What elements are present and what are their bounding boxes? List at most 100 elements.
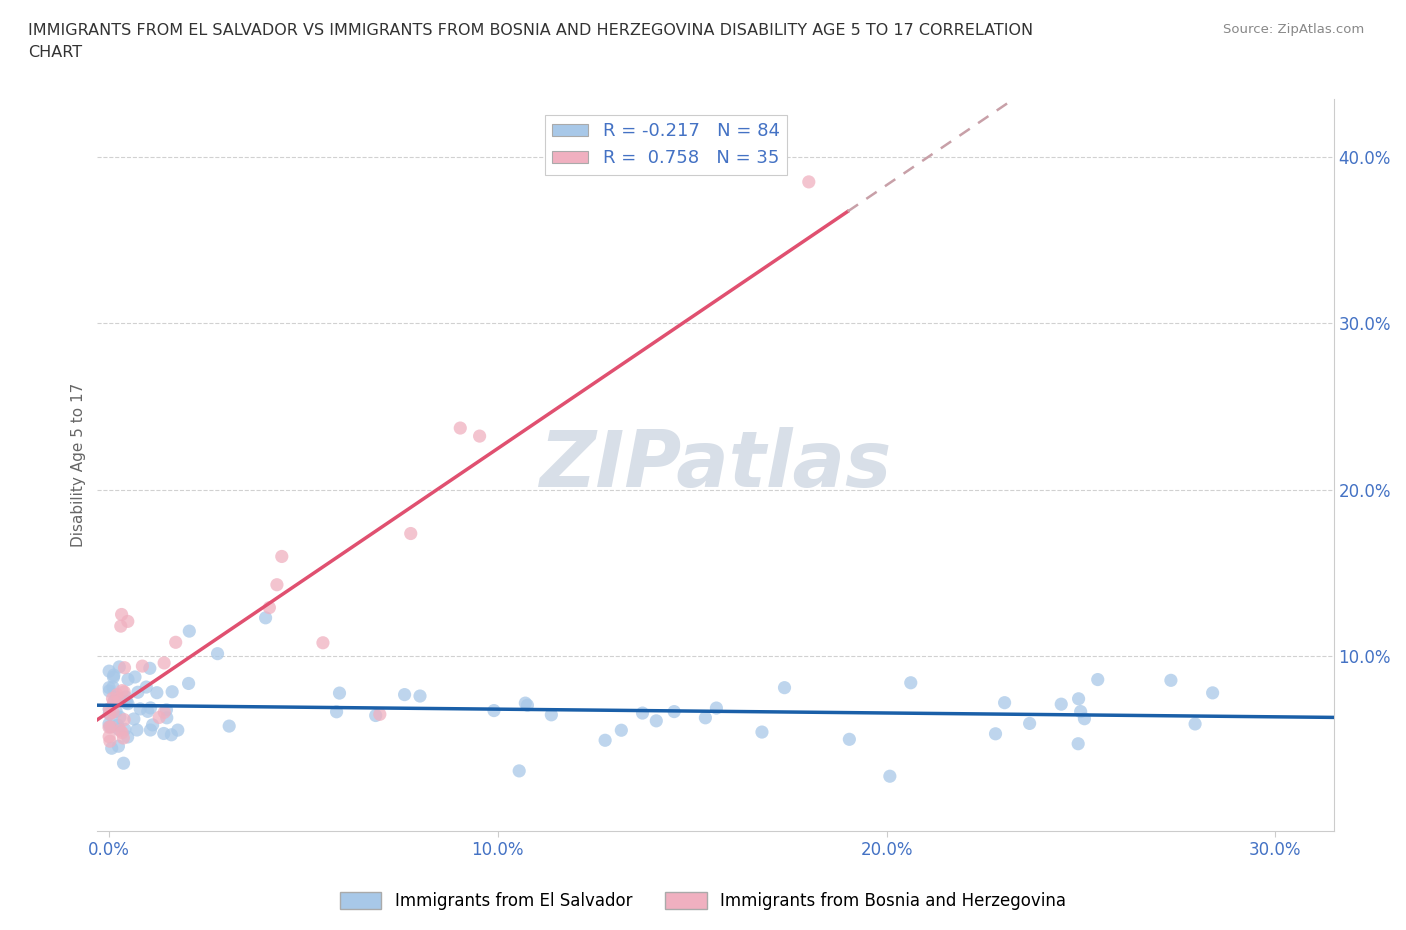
Point	[540, 708, 562, 723]
Point	[153, 705, 176, 720]
Point	[107, 718, 129, 733]
Point	[139, 723, 162, 737]
Point	[115, 694, 138, 709]
Point	[101, 691, 124, 706]
Point	[1184, 716, 1206, 731]
Point	[135, 680, 157, 695]
Point	[142, 717, 165, 732]
Point	[325, 704, 347, 719]
Point	[112, 756, 135, 771]
Point	[105, 687, 128, 702]
Point	[166, 723, 188, 737]
Point	[101, 705, 124, 720]
Point	[165, 635, 187, 650]
Point	[482, 703, 505, 718]
Point	[112, 684, 135, 699]
Point	[706, 700, 728, 715]
Point	[160, 727, 183, 742]
Point	[645, 713, 668, 728]
Point	[160, 684, 183, 699]
Point	[112, 712, 135, 727]
Point	[114, 689, 136, 704]
Point	[98, 720, 121, 735]
Point	[103, 668, 125, 683]
Point	[1087, 672, 1109, 687]
Point	[148, 710, 170, 724]
Point	[136, 704, 159, 719]
Point	[98, 729, 121, 744]
Point	[312, 635, 335, 650]
Point	[610, 723, 633, 737]
Point	[111, 725, 134, 740]
Point	[108, 710, 131, 724]
Point	[122, 711, 145, 726]
Point	[1201, 685, 1223, 700]
Point	[631, 706, 654, 721]
Point	[152, 726, 174, 741]
Point	[117, 729, 139, 744]
Point	[98, 707, 121, 722]
Point	[254, 610, 277, 625]
Point	[994, 696, 1017, 711]
Point	[114, 660, 136, 675]
Point	[515, 696, 537, 711]
Point	[1067, 737, 1090, 751]
Point	[156, 711, 179, 725]
Point	[110, 618, 132, 633]
Legend: R = -0.217   N = 84, R =  0.758   N = 35: R = -0.217 N = 84, R = 0.758 N = 35	[546, 115, 787, 175]
Point	[117, 697, 139, 711]
Point	[1070, 704, 1092, 719]
Point	[111, 684, 134, 698]
Point	[117, 614, 139, 629]
Point	[1073, 711, 1095, 726]
Point	[98, 734, 121, 749]
Point	[177, 676, 200, 691]
Point	[98, 680, 121, 695]
Point	[399, 526, 422, 541]
Point	[125, 723, 148, 737]
Point	[101, 680, 124, 695]
Point	[364, 708, 387, 723]
Point	[98, 707, 121, 722]
Point	[394, 687, 416, 702]
Legend: Immigrants from El Salvador, Immigrants from Bosnia and Herzegovina: Immigrants from El Salvador, Immigrants …	[333, 885, 1073, 917]
Point	[110, 607, 132, 622]
Point	[207, 646, 229, 661]
Point	[112, 731, 135, 746]
Point	[131, 658, 153, 673]
Point	[139, 661, 162, 676]
Point	[98, 716, 121, 731]
Point	[984, 726, 1007, 741]
Point	[449, 420, 471, 435]
Point	[98, 684, 121, 698]
Point	[107, 738, 129, 753]
Point	[773, 680, 796, 695]
Point	[259, 600, 281, 615]
Point	[114, 722, 136, 737]
Point	[155, 702, 177, 717]
Point	[1050, 697, 1073, 711]
Point	[100, 741, 122, 756]
Point	[838, 732, 860, 747]
Point	[900, 675, 922, 690]
Point	[270, 549, 292, 564]
Point	[103, 695, 125, 710]
Y-axis label: Disability Age 5 to 17: Disability Age 5 to 17	[72, 382, 86, 547]
Point	[108, 659, 131, 674]
Point	[104, 693, 127, 708]
Point	[508, 764, 530, 778]
Point	[98, 702, 121, 717]
Text: Source: ZipAtlas.com: Source: ZipAtlas.com	[1223, 23, 1364, 36]
Point	[218, 719, 240, 734]
Point	[110, 723, 132, 737]
Point	[516, 698, 538, 712]
Point	[107, 722, 129, 737]
Point	[139, 700, 162, 715]
Point	[179, 624, 201, 639]
Point	[879, 769, 901, 784]
Point	[468, 429, 491, 444]
Point	[1160, 673, 1182, 688]
Point	[797, 175, 820, 190]
Point	[129, 701, 152, 716]
Point	[98, 664, 121, 679]
